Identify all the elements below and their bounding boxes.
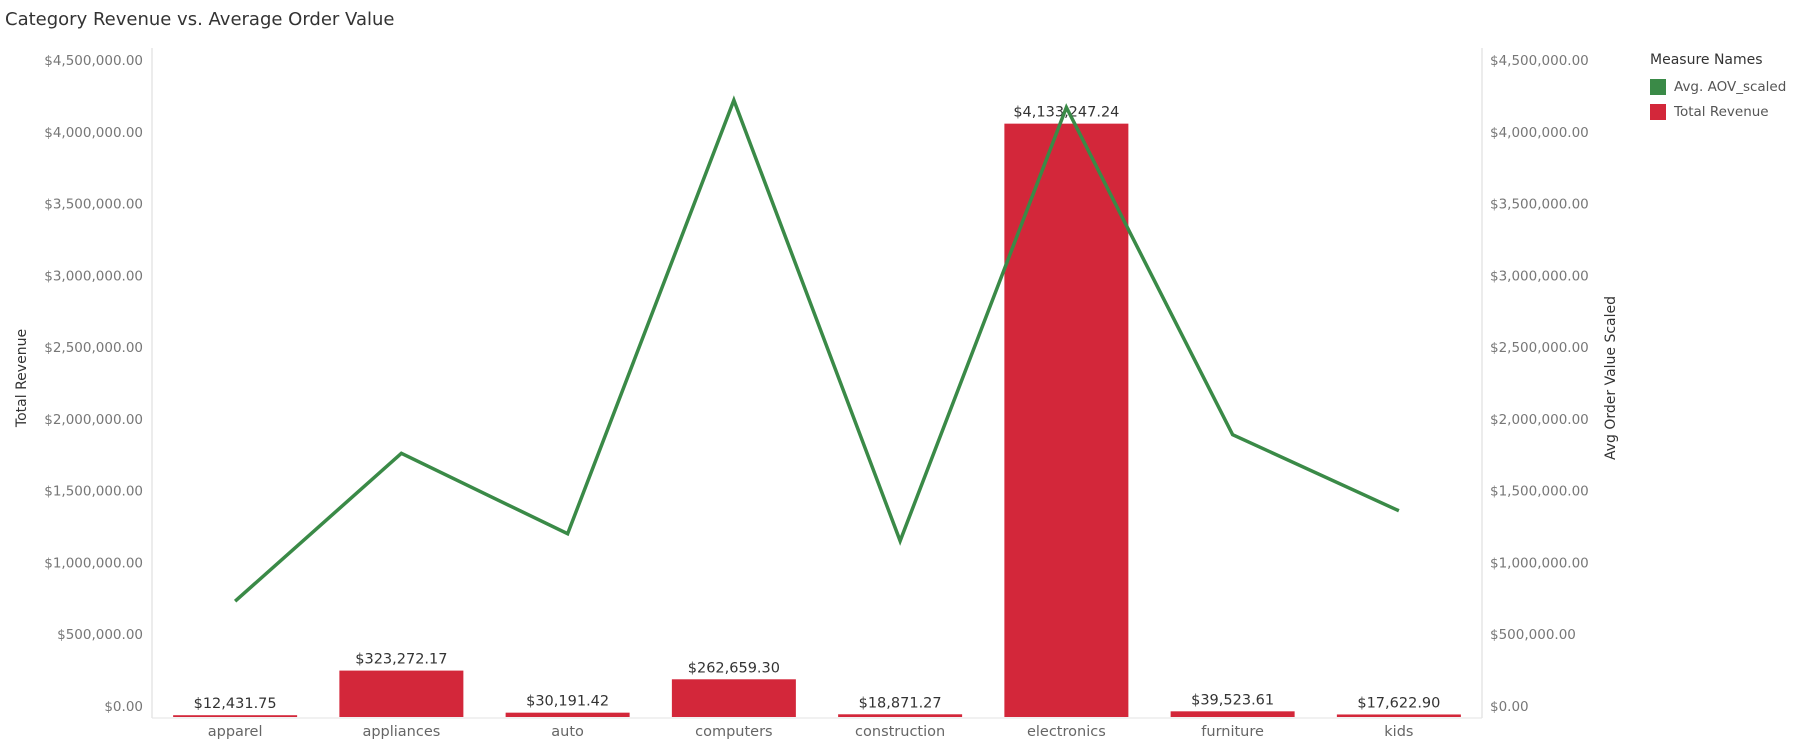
legend-swatch-aov: [1650, 78, 1666, 95]
legend-swatch-revenue: [1650, 103, 1666, 120]
y-tick-label-left: $4,000,000.00: [44, 125, 143, 141]
bar-data-label: $39,523.61: [1191, 692, 1274, 708]
y-tick-label-left: $500,000.00: [57, 627, 143, 643]
chart-title: Category Revenue vs. Average Order Value: [5, 9, 395, 30]
y-axis-title-right: Avg Order Value Scaled: [1603, 296, 1619, 460]
bar-computers: [671, 679, 796, 717]
y-tick-label-right: $3,000,000.00: [1490, 268, 1589, 284]
y-tick-label-right: $1,500,000.00: [1490, 484, 1589, 500]
x-tick-label: kids: [1384, 724, 1413, 740]
y-tick-label-right: $0.00: [1490, 699, 1529, 715]
y-tick-label-right: $3,500,000.00: [1490, 197, 1589, 213]
y-tick-label-right: $4,500,000.00: [1490, 53, 1589, 69]
y-tick-label-left: $3,500,000.00: [44, 197, 143, 213]
legend-label-aov: Avg. AOV_scaled: [1674, 78, 1787, 95]
bar-data-label: $17,622.90: [1357, 695, 1440, 711]
bar-data-label: $12,431.75: [194, 696, 277, 712]
legend: Measure Names Avg. AOV_scaled Total Reve…: [1650, 52, 1786, 124]
x-tick-label: electronics: [1027, 724, 1106, 740]
bar-data-label: $18,871.27: [859, 695, 942, 711]
x-tick-label: computers: [695, 724, 772, 740]
legend-item-aov[interactable]: Avg. AOV_scaled: [1650, 74, 1786, 99]
bar-furniture: [1170, 711, 1295, 717]
bar-data-label: $323,272.17: [355, 652, 447, 668]
legend-item-revenue[interactable]: Total Revenue: [1650, 99, 1786, 124]
x-tick-label: auto: [551, 724, 584, 740]
y-tick-label-right: $2,500,000.00: [1490, 340, 1589, 356]
bar-appliances: [339, 670, 464, 717]
bar-apparel: [173, 715, 298, 717]
bar-data-label: $4,133,247.24: [1013, 105, 1119, 121]
x-tick-label: appliances: [362, 724, 440, 740]
bar-data-label: $262,659.30: [688, 660, 780, 676]
y-tick-label-right: $1,000,000.00: [1490, 555, 1589, 571]
bar-data-label: $30,191.42: [526, 694, 609, 710]
x-tick-label: construction: [855, 724, 945, 740]
bar-kids: [1336, 714, 1461, 717]
y-tick-label-left: $4,500,000.00: [44, 53, 143, 69]
y-tick-label-left: $2,000,000.00: [44, 412, 143, 428]
x-tick-label: furniture: [1201, 724, 1264, 740]
y-tick-label-right: $4,000,000.00: [1490, 125, 1589, 141]
y-tick-label-left: $3,000,000.00: [44, 268, 143, 284]
y-tick-label-left: $1,500,000.00: [44, 484, 143, 500]
legend-label-revenue: Total Revenue: [1674, 103, 1769, 120]
legend-title: Measure Names: [1650, 52, 1763, 68]
y-tick-label-left: $0.00: [104, 699, 143, 715]
x-tick-label: apparel: [208, 724, 263, 740]
aov-line: [233, 95, 1400, 603]
bar-auto: [505, 712, 630, 717]
y-tick-label-right: $2,000,000.00: [1490, 412, 1589, 428]
y-axis-title-left: Total Revenue: [14, 329, 30, 428]
bar-construction: [838, 714, 963, 717]
y-tick-label-right: $500,000.00: [1490, 627, 1576, 643]
bar-electronics: [1004, 123, 1129, 717]
y-tick-label-left: $2,500,000.00: [44, 340, 143, 356]
y-tick-label-left: $1,000,000.00: [44, 555, 143, 571]
